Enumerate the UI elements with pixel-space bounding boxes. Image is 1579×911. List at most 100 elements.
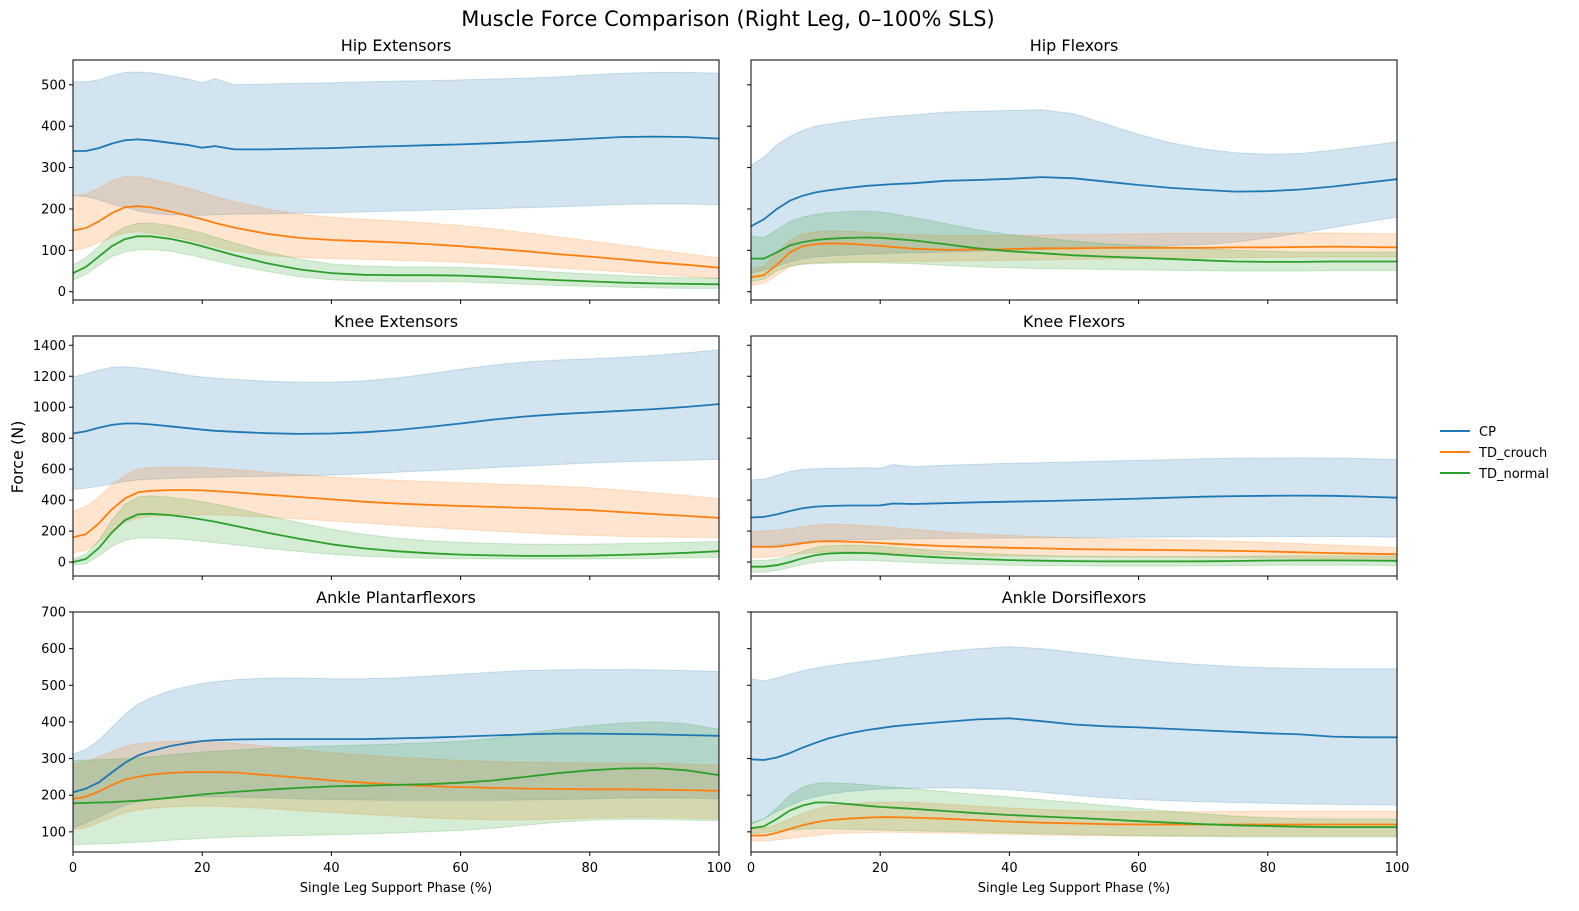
band-td-crouch	[73, 466, 719, 554]
panel-title: Hip Extensors	[341, 36, 452, 55]
legend: CP TD_crouch TD_normal	[1440, 425, 1549, 482]
y-tick-label: 800	[41, 432, 66, 447]
y-tick-label: 1000	[33, 401, 66, 416]
band-td-normal	[73, 721, 719, 846]
band-cp	[751, 457, 1397, 548]
legend-label: TD_crouch	[1478, 446, 1547, 461]
panel-knee-flexors: Knee Flexors	[747, 312, 1398, 580]
x-axis-label: Single Leg Support Phase (%)	[978, 881, 1170, 896]
legend-item-td-crouch: TD_crouch	[1440, 446, 1547, 461]
x-tick-label: 60	[1130, 861, 1147, 876]
panel-hip-extensors: 0 100 200 300 400 500 Hip Extensors	[41, 36, 720, 304]
y-tick-label: 1200	[33, 370, 66, 385]
plot-frame	[72, 59, 720, 301]
y-tick-label: 200	[41, 525, 66, 540]
panel-title: Knee Flexors	[1023, 312, 1125, 331]
line-td-normal	[751, 551, 1397, 568]
x-axis-label: Single Leg Support Phase (%)	[300, 881, 492, 896]
line-td-normal	[751, 236, 1397, 263]
legend-item-td-normal: TD_normal	[1440, 467, 1549, 482]
line-td-normal	[73, 235, 719, 286]
plot-area	[751, 109, 1397, 287]
band-cp	[73, 349, 719, 490]
panel-ankle-dorsiflexors: 0 20 40 60 80 100 Ankle Dorsiflexors Single Leg…	[747, 588, 1410, 896]
panel-knee-extensors: 0 200 400 600 800 1000 1200 1400 Knee Extensors	[33, 312, 720, 580]
figure-title: Muscle Force Comparison (Right Leg, 0–10…	[461, 7, 994, 31]
line-td-crouch	[73, 205, 719, 269]
x-tick-label: 100	[1385, 861, 1410, 876]
y-tick-label: 500	[41, 679, 66, 694]
y-tick-label: 100	[41, 825, 66, 840]
plot-frame	[72, 611, 720, 853]
band-td-normal	[73, 495, 719, 566]
plot-frame	[750, 59, 1398, 301]
x-tick-label: 40	[323, 861, 340, 876]
plot-area	[73, 669, 719, 846]
band-cp	[751, 109, 1397, 274]
x-tick-label: 0	[69, 861, 77, 876]
line-cp	[751, 717, 1397, 761]
plot-area	[73, 349, 719, 566]
line-td-crouch	[73, 771, 719, 800]
x-tick-label: 20	[872, 861, 889, 876]
line-cp	[73, 403, 719, 435]
y-tick-label: 600	[41, 463, 66, 478]
x-tick-label: 40	[1001, 861, 1018, 876]
plot-frame	[750, 611, 1398, 853]
panel-title: Knee Extensors	[334, 312, 458, 331]
band-cp	[751, 646, 1397, 826]
plot-area	[751, 646, 1397, 842]
x-tick-label: 100	[707, 861, 732, 876]
y-tick-label: 100	[41, 244, 66, 259]
panel-title: Ankle Plantarflexors	[316, 588, 476, 607]
y-tick-label: 300	[41, 752, 66, 767]
legend-label: CP	[1479, 425, 1496, 440]
y-tick-label: 500	[41, 78, 66, 93]
y-tick-label: 200	[41, 202, 66, 217]
line-td-crouch	[751, 242, 1397, 279]
y-tick-label: 300	[41, 161, 66, 176]
x-tick-label: 60	[452, 861, 469, 876]
line-cp	[751, 176, 1397, 228]
figure-y-label: Force (N)	[8, 421, 27, 494]
panel-ankle-plantarflexors: 100 200 300 400 500 600 700 0 20 40 60 80 100 Ankle P…	[41, 588, 731, 896]
panel-title: Ankle Dorsiflexors	[1002, 588, 1147, 607]
y-tick-label: 400	[41, 715, 66, 730]
band-td-crouch	[751, 230, 1397, 287]
legend-label: TD_normal	[1478, 467, 1549, 482]
plot-frame	[750, 335, 1398, 577]
y-tick-label: 0	[58, 285, 66, 300]
band-td-normal	[751, 544, 1397, 573]
plot-area	[73, 71, 719, 289]
line-td-crouch	[751, 540, 1397, 556]
panel-title: Hip Flexors	[1030, 36, 1119, 55]
y-tick-label: 400	[41, 120, 66, 135]
band-td-normal	[751, 210, 1397, 282]
y-tick-label: 600	[41, 642, 66, 657]
line-cp	[751, 494, 1397, 519]
line-td-normal	[751, 801, 1397, 830]
y-tick-label: 200	[41, 789, 66, 804]
y-tick-label: 700	[41, 606, 66, 621]
x-tick-label: 80	[582, 861, 599, 876]
y-tick-label: 1400	[33, 339, 66, 354]
x-tick-label: 80	[1260, 861, 1277, 876]
x-tick-label: 20	[194, 861, 211, 876]
line-td-crouch	[73, 489, 719, 539]
band-td-crouch	[751, 801, 1397, 842]
line-cp	[73, 135, 719, 152]
band-td-crouch	[73, 176, 719, 280]
line-td-normal	[73, 767, 719, 805]
x-tick-label: 0	[747, 861, 755, 876]
plot-frame	[72, 335, 720, 577]
panel-hip-flexors: Hip Flexors	[747, 36, 1398, 304]
line-cp	[73, 732, 719, 794]
y-tick-label: 400	[41, 494, 66, 509]
plot-area	[751, 457, 1397, 573]
line-td-normal	[73, 512, 719, 563]
y-tick-label: 0	[58, 556, 66, 571]
legend-item-cp: CP	[1440, 425, 1496, 440]
line-td-crouch	[751, 816, 1397, 837]
